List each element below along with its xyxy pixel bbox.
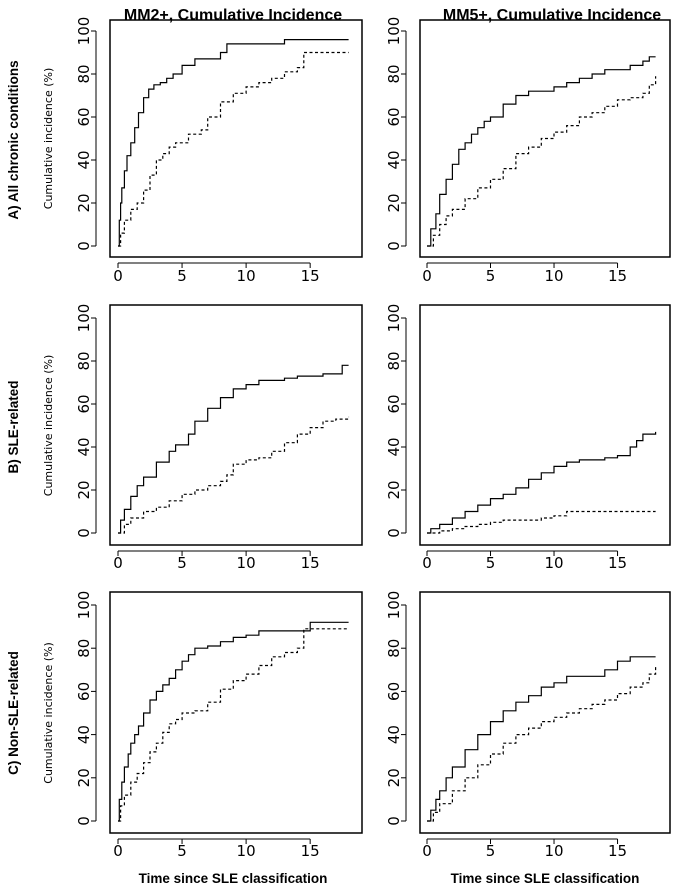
y-tick-label: 80 [385,351,403,370]
y-tick-label: 60 [75,107,93,126]
x-tick-label: 10 [237,554,256,572]
x-tick-label: 5 [486,842,496,860]
plot-frame [109,19,363,258]
y-tick-label: 0 [385,816,403,826]
y-tick-label: 20 [75,768,93,787]
y-tick-label: 100 [75,17,93,46]
y-tick-label: 20 [75,193,93,212]
x-tick-label: 15 [608,842,627,860]
y-tick-label: 60 [75,394,93,413]
x-tick-label: 5 [486,554,496,572]
plot-frame [109,304,363,546]
plot-frame [109,591,363,834]
y-tick-label: 100 [75,591,93,620]
column-title-mm5: MM5+, Cumulative Incidence [443,7,661,24]
x-tick-label: 15 [608,267,627,285]
y-tick-label: 40 [75,725,93,744]
y-tick-label: 80 [385,639,403,658]
y-tick-label: 60 [75,682,93,701]
panel-1-0: 0 20 40 60 80 100 0 5 10 15 Cumulative incidence (… [42,304,363,572]
y-tick-label: 80 [75,351,93,370]
dashed-curve [118,51,349,247]
x-tick-label: 0 [422,267,432,285]
x-axis-label-left: Time since SLE classification [139,871,328,886]
x-tick-label: 15 [301,554,320,572]
row-label-b: B) SLE-related [6,380,21,473]
dashed-curve [427,510,656,534]
x-axis-label-right: Time since SLE classification [451,871,640,886]
dashed-curve [427,76,657,247]
plot-frame [419,304,671,546]
y-tick-label: 60 [385,107,403,126]
y-tick-label: 0 [75,528,93,538]
y-tick-label: 60 [385,394,403,413]
y-axis-label: Cumulative incidence (%) [42,355,55,496]
solid-curve [118,39,349,247]
y-tick-label: 40 [385,725,403,744]
x-tick-label: 0 [422,554,432,572]
y-tick-label: 20 [75,480,93,499]
y-tick-label: 100 [385,304,403,333]
y-tick-label: 100 [75,304,93,333]
y-tick-label: 20 [385,768,403,787]
y-axis-label: Cumulative incidence (%) [42,68,55,209]
y-axis-label: Cumulative incidence (%) [42,642,55,783]
y-tick-label: 0 [75,241,93,251]
dashed-curve [118,628,349,822]
x-tick-label: 5 [177,267,187,285]
solid-curve [427,56,656,247]
x-tick-label: 10 [544,267,563,285]
y-tick-label: 60 [385,682,403,701]
y-tick-label: 80 [75,64,93,83]
row-label-a: A) All chronic conditions [6,60,21,219]
x-tick-label: 15 [301,267,320,285]
plot-frame [419,19,671,258]
y-tick-label: 20 [385,480,403,499]
dashed-curve [427,665,657,822]
panel-0-0: 0 20 40 60 80 100 0 5 10 15 Cumulative incidence (… [42,17,363,285]
x-tick-label: 10 [237,267,256,285]
x-tick-label: 10 [544,554,563,572]
y-tick-label: 40 [385,150,403,169]
row-label-c: C) Non-SLE-related [6,651,21,775]
x-tick-label: 15 [301,842,320,860]
x-tick-label: 0 [422,842,432,860]
x-tick-label: 0 [113,554,123,572]
y-tick-label: 40 [75,437,93,456]
x-tick-label: 5 [486,267,496,285]
plot-frame [419,591,671,834]
x-tick-label: 5 [177,842,187,860]
x-tick-label: 10 [544,842,563,860]
y-tick-label: 0 [385,241,403,251]
y-tick-label: 80 [75,639,93,658]
y-tick-label: 20 [385,193,403,212]
x-tick-label: 15 [608,554,627,572]
x-tick-label: 5 [177,554,187,572]
panel-2-0: 0 20 40 60 80 100 0 5 10 15 Cumulative incidence (… [42,591,363,860]
x-tick-label: 10 [237,842,256,860]
panel-0-1: 0 20 40 60 80 100 0 5 10 15 [385,17,671,285]
solid-curve [427,656,656,822]
panel-2-1: 0 20 40 60 80 100 0 5 10 15 [385,591,671,860]
solid-curve [427,431,657,534]
solid-curve [118,621,349,822]
x-tick-label: 0 [113,842,123,860]
y-tick-label: 40 [385,437,403,456]
y-tick-label: 40 [75,150,93,169]
column-title-mm2: MM2+, Cumulative Incidence [124,7,342,24]
solid-curve [118,364,349,534]
y-tick-label: 0 [385,528,403,538]
y-tick-label: 80 [385,64,403,83]
panel-1-1: 0 20 40 60 80 100 0 5 10 15 [385,304,671,572]
y-tick-label: 0 [75,816,93,826]
dashed-curve [118,416,350,534]
y-tick-label: 100 [385,17,403,46]
x-tick-label: 0 [113,267,123,285]
y-tick-label: 100 [385,591,403,620]
